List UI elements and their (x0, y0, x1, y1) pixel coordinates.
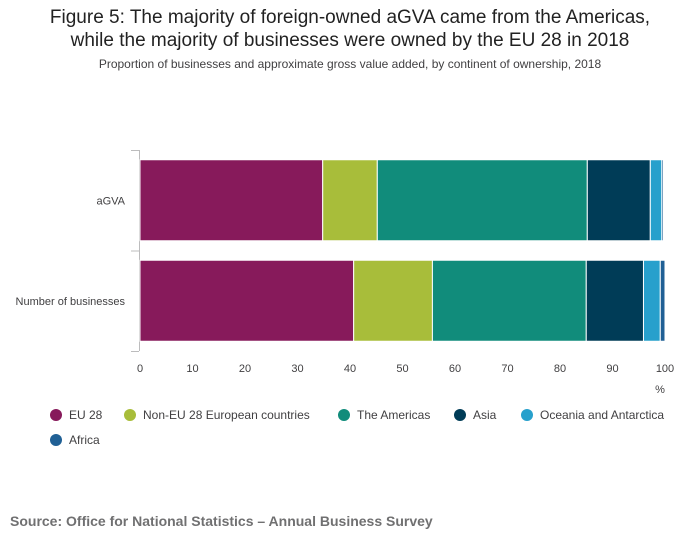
chart-title-line-2: while the majority of businesses were ow… (70, 30, 630, 51)
legend-label: EU 28 (69, 408, 103, 422)
legend-label: Non-EU 28 European countries (143, 408, 310, 422)
legend-label: The Americas (357, 408, 431, 422)
legend-swatch (50, 409, 62, 421)
bar-segment (376, 159, 588, 242)
bar-segment (353, 259, 433, 342)
x-tick-label: 30 (291, 363, 303, 375)
stacked-bar-chart: aGVA Number of businesses 0 10 20 30 40 50 60 70 8… (16, 150, 674, 396)
chart-title: Figure 5: The majority of foreign-owned … (0, 6, 700, 52)
source-note: Source: Office for National Statistics –… (10, 513, 433, 529)
bar-segment (642, 259, 661, 342)
legend-swatch (454, 409, 466, 421)
legend-swatch (338, 409, 350, 421)
x-axis-label: % (655, 384, 665, 396)
x-tick-label: 60 (449, 363, 461, 375)
legend-item: EU 28 (50, 408, 102, 422)
bar-segment (659, 259, 666, 342)
chart-title-line-1: Figure 5: The majority of foreign-owned … (49, 7, 651, 28)
legend-item: Asia (454, 408, 496, 422)
x-tick-label: 20 (239, 363, 251, 375)
chart-subtitle: Proportion of businesses and approximate… (98, 57, 602, 71)
legend-label: Oceania and Antarctica (540, 408, 665, 422)
legend-item: Africa (50, 433, 100, 447)
legend-label: Asia (473, 408, 497, 422)
x-tick-label: 10 (186, 363, 198, 375)
x-tick-label: 90 (606, 363, 618, 375)
bar-segment (322, 159, 378, 242)
legend-item: The Americas (338, 408, 430, 422)
bar-segment (139, 159, 324, 242)
bar-segment (586, 159, 651, 242)
bar-segment (139, 259, 355, 342)
legend-swatch (50, 434, 62, 446)
legend-item: Oceania and Antarctica (521, 408, 664, 422)
x-tick-label: 100 (656, 363, 674, 375)
bar-segment (585, 259, 644, 342)
bar-segment (661, 159, 664, 242)
y-tick-label: aGVA (96, 195, 125, 207)
bar-segment (649, 159, 663, 242)
y-tick-label: Number of businesses (16, 296, 126, 308)
legend-swatch (124, 409, 136, 421)
x-tick-label: 50 (396, 363, 408, 375)
legend-label: Africa (69, 433, 100, 447)
x-tick-label: 70 (501, 363, 513, 375)
x-tick-label: 40 (344, 363, 356, 375)
legend-swatch (521, 409, 533, 421)
bar-segment (431, 259, 587, 342)
legend-item: Non-EU 28 European countries (124, 408, 310, 422)
x-tick-label: 0 (137, 363, 143, 375)
x-tick-label: 80 (554, 363, 566, 375)
